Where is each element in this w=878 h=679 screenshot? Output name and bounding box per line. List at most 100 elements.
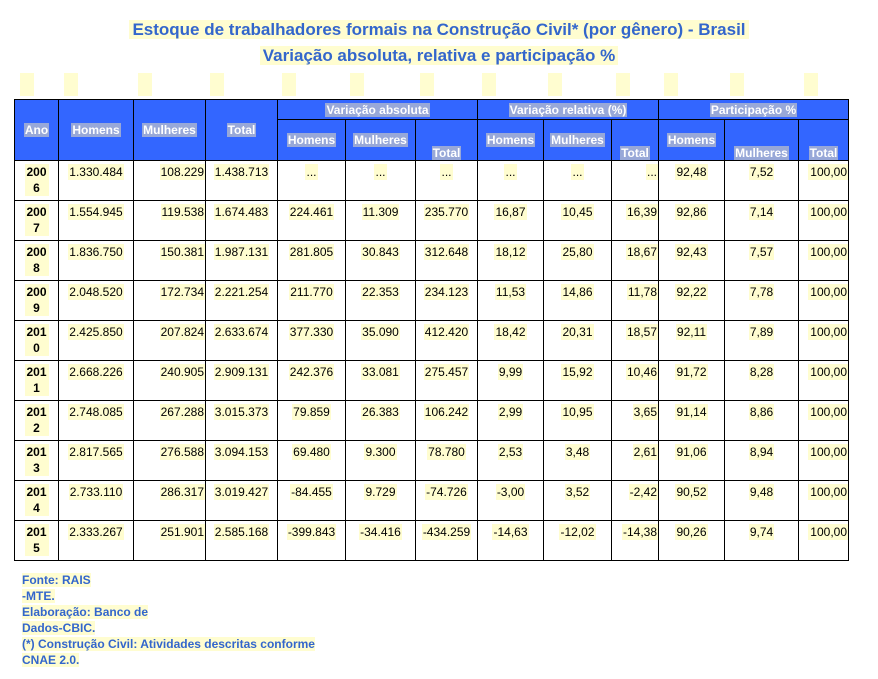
cell-rel-homens: -3,00 [477,480,544,521]
subheader-rel-homens: Homens [477,119,544,161]
cell-ano: 2014 [14,480,59,521]
table-row: 2009 2.048.520 172.734 2.221.254 211.770 22.3… [14,280,849,321]
header-homens: Homens [58,99,134,161]
cell-abs-total: 312.648 [415,240,478,281]
header-ano: Ano [14,99,59,161]
cell-part-homens: 92,43 [658,240,725,281]
cell-rel-mulheres: 14,86 [543,280,612,321]
cell-mulheres: 172.734 [133,280,206,321]
cell-rel-mulheres: 10,95 [543,400,612,441]
cell-abs-mulheres: 26.383 [345,400,416,441]
employment-table: Ano Homens Mulheres Total Variação absol… [14,99,849,561]
cell-highlight [350,73,364,96]
cell-abs-homens: 69.480 [277,440,346,481]
cell-total: 3.019.427 [205,480,278,521]
subheader-abs-mulheres: Mulheres [345,119,416,161]
cell-rel-homens: -14,63 [477,520,544,561]
cell-part-mulheres: 7,14 [724,200,799,241]
cell-total: 1.674.483 [205,200,278,241]
cell-total: 2.909.131 [205,360,278,401]
subheader-abs-total: Total [415,119,478,161]
source-note: Fonte: RAIS -MTE. Elaboração: Banco de D… [22,572,315,668]
cell-part-mulheres: 8,28 [724,360,799,401]
cell-abs-homens: 281.805 [277,240,346,281]
cell-part-homens: 90,26 [658,520,725,561]
cell-highlight [420,73,434,96]
cell-highlight [730,73,744,96]
cell-abs-total: 78.780 [415,440,478,481]
subheader-abs-homens: Homens [277,119,346,161]
cell-abs-total: 234.123 [415,280,478,321]
cell-rel-homens: 11,53 [477,280,544,321]
cell-ano: 2006 [14,160,59,201]
cell-rel-mulheres: 3,48 [543,440,612,481]
cell-highlight [804,73,818,96]
cell-part-total: 100,00 [798,520,849,561]
table-row: 2015 2.333.267 251.901 2.585.168 -399.843 -34… [14,520,849,561]
cell-rel-mulheres: -12,02 [543,520,612,561]
cell-abs-total: 106.242 [415,400,478,441]
table-row: 2007 1.554.945 119.538 1.674.483 224.461 11.3… [14,200,849,241]
cell-part-homens: 92,11 [658,320,725,361]
cell-part-total: 100,00 [798,480,849,521]
cell-ano: 2012 [14,400,59,441]
cell-rel-total: -14,38 [611,520,659,561]
table-row: 2014 2.733.110 286.317 3.019.427 -84.455 9.72… [14,480,849,521]
table-subtitle: Variação absoluta, relativa e participaç… [0,46,878,66]
cell-ano: 2009 [14,280,59,321]
cell-part-homens: 91,72 [658,360,725,401]
cell-mulheres: 251.901 [133,520,206,561]
cell-part-mulheres: 7,89 [724,320,799,361]
cell-total: 3.094.153 [205,440,278,481]
cell-mulheres: 207.824 [133,320,206,361]
cell-part-total: 100,00 [798,240,849,281]
header-participacao: Participação % [658,99,849,120]
table-row: 2010 2.425.850 207.824 2.633.674 377.330 35.0… [14,320,849,361]
table-row: 2012 2.748.085 267.288 3.015.373 79.859 26.38… [14,400,849,441]
cell-rel-total: ... [611,160,659,201]
subheader-part-homens: Homens [658,119,725,161]
cell-rel-mulheres: 25,80 [543,240,612,281]
cell-ano: 2015 [14,520,59,561]
cell-rel-total: 18,67 [611,240,659,281]
cell-rel-mulheres: 3,52 [543,480,612,521]
cell-homens: 2.748.085 [58,400,134,441]
cell-total: 2.633.674 [205,320,278,361]
subheader-part-total: Total [798,119,849,161]
cell-rel-mulheres: 10,45 [543,200,612,241]
cell-highlight [138,73,152,96]
cell-abs-mulheres: 9.300 [345,440,416,481]
cell-rel-total: 18,57 [611,320,659,361]
cell-abs-total: 275.457 [415,360,478,401]
cell-rel-mulheres: 20,31 [543,320,612,361]
cell-part-mulheres: 8,86 [724,400,799,441]
cell-abs-mulheres: ... [345,160,416,201]
cell-abs-mulheres: 35.090 [345,320,416,361]
cell-part-homens: 92,22 [658,280,725,321]
cell-homens: 1.836.750 [58,240,134,281]
header-total: Total [205,99,278,161]
cell-homens: 2.425.850 [58,320,134,361]
cell-part-homens: 91,14 [658,400,725,441]
cell-abs-homens: ... [277,160,346,201]
cell-abs-mulheres: 22.353 [345,280,416,321]
source-line: Elaboração: Banco de [22,605,149,619]
cell-rel-total: -2,42 [611,480,659,521]
cell-part-homens: 91,06 [658,440,725,481]
cell-mulheres: 119.538 [133,200,206,241]
source-line: -MTE. [22,589,55,603]
cell-rel-homens: 18,12 [477,240,544,281]
cell-mulheres: 150.381 [133,240,206,281]
cell-rel-mulheres: ... [543,160,612,201]
cell-mulheres: 267.288 [133,400,206,441]
cell-rel-total: 10,46 [611,360,659,401]
cell-part-mulheres: 9,74 [724,520,799,561]
subheader-part-mulheres: Mulheres [724,119,799,161]
cell-mulheres: 286.317 [133,480,206,521]
cell-homens: 2.668.226 [58,360,134,401]
cell-abs-homens: 242.376 [277,360,346,401]
cell-abs-mulheres: 11.309 [345,200,416,241]
header-variacao-absoluta: Variação absoluta [277,99,478,120]
cell-total: 2.221.254 [205,280,278,321]
cell-part-total: 100,00 [798,360,849,401]
